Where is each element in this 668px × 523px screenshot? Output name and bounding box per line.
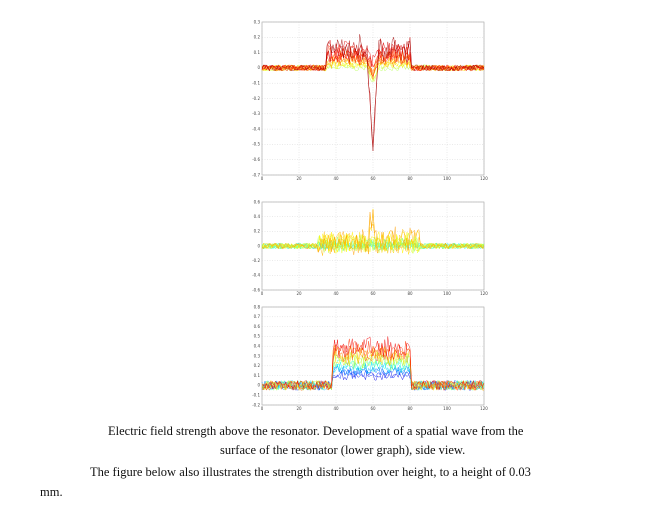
field-plot-bottom: 0.8 0.7 0.6 0.5 0.4 0.3 0.2 0.1 0 -0.1 -0.2 0 20 40 60… [248,303,492,413]
y-tick-label: -0.4 [252,273,260,278]
x-tick-label: 60 [370,291,376,296]
x-tick-label: 20 [296,291,302,296]
x-tick-label: 40 [333,406,339,411]
x-tick-label: 40 [333,291,339,296]
field-curve [261,336,485,392]
paragraph-line-1: The figure below also illustrates the st… [90,465,531,479]
field-plot-top: 0.3 0.2 0.1 0 -0.1 -0.2 -0.3 -0.4 -0.5 -0.6 -0.7 0 2… [248,18,492,183]
field-curve [261,338,485,391]
y-tick-label: 0 [257,65,260,70]
caption-line-2: surface of the resonator (lower graph), … [220,443,466,457]
y-tick-label: -0.2 [252,96,260,101]
y-tick-label: 0.2 [254,363,261,368]
y-tick-label: 0.4 [254,214,261,219]
y-tick-label: -0.3 [252,111,260,116]
y-tick-label: -0.1 [252,393,260,398]
y-tick-label: -0.5 [252,142,260,147]
y-tick-label: 0.3 [254,353,261,358]
y-tick-label: 0.6 [254,199,261,204]
y-tick-label: -0.2 [252,402,260,407]
x-tick-label: 0 [261,291,264,296]
field-plot-middle: 0.6 0.4 0.2 0 -0.2 -0.4 -0.6 0 20 40 60 80 100 120 [248,198,492,298]
y-tick-label: 0.3 [254,19,261,24]
x-tick-label: 0 [261,406,264,411]
x-tick-label: 120 [480,291,488,296]
y-tick-label: -0.7 [252,172,260,177]
y-tick-label: 0.7 [254,314,261,319]
x-tick-label: 60 [370,406,376,411]
x-tick-label: 80 [407,176,413,181]
field-plot-bottom-svg: 0.80.70.60.50.40.30.20.10-0.1-0.20 20 40 60… [252,304,488,411]
y-tick-label: 0.6 [254,324,261,329]
y-tick-label: -0.4 [252,126,260,131]
x-tick-label: 100 [443,176,451,181]
x-tick-label: 0 [261,176,264,181]
y-tick-label: 0.8 [254,304,261,309]
field-curve [261,345,485,391]
y-tick-label: -0.1 [252,81,260,86]
x-tick-label: 100 [443,291,451,296]
y-tick-label: 0.2 [254,229,261,234]
y-tick-label: -0.6 [252,287,260,292]
y-tick-label: 0.2 [254,35,261,40]
paragraph-line-2: mm. [40,485,63,499]
y-tick-label: 0.1 [254,50,261,55]
x-tick-label: 120 [480,406,488,411]
y-tick-label: -0.6 [252,157,260,162]
field-plot-top-svg: 0.30.20.10-0.1-0.2-0.3-0.4-0.5-0.6-0.70 2… [252,19,488,181]
field-curve [261,34,485,152]
y-tick-label: 0.4 [254,344,261,349]
x-tick-label: 60 [370,176,376,181]
field-plot-middle-svg: 0.60.40.20-0.2-0.4-0.60 20 40 60 80 100 120 [252,199,488,296]
x-tick-label: 100 [443,406,451,411]
y-tick-label: 0.1 [254,373,261,378]
x-tick-label: 20 [296,406,302,411]
y-tick-label: 0 [257,243,260,248]
y-tick-label: -0.2 [252,258,260,263]
x-tick-label: 80 [407,291,413,296]
y-tick-label: 0 [257,383,260,388]
x-tick-label: 120 [480,176,488,181]
x-tick-label: 40 [333,176,339,181]
field-curve [261,230,485,254]
caption-line-1: Electric field strength above the resona… [108,424,524,438]
x-tick-label: 20 [296,176,302,181]
x-tick-label: 80 [407,406,413,411]
field-curve [261,233,485,255]
field-curve [261,209,485,255]
field-curve [261,39,485,72]
field-curve [261,214,485,256]
y-tick-label: 0.5 [254,334,261,339]
